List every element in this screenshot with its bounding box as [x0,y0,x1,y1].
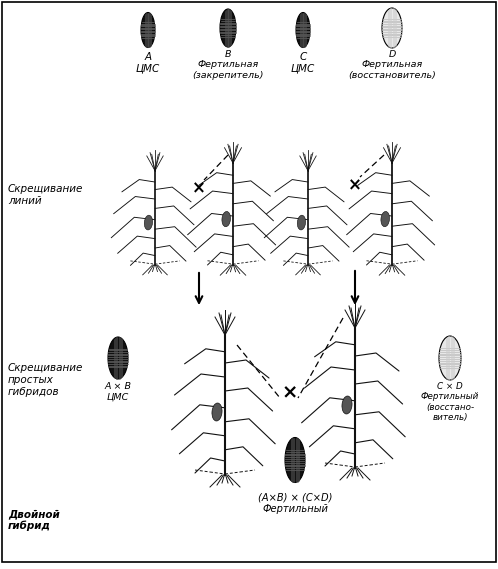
Ellipse shape [381,212,389,226]
Ellipse shape [222,212,231,226]
Ellipse shape [382,8,402,48]
Text: A × B
ЦМС: A × B ЦМС [105,382,131,401]
Text: (A×B) × (C×D)
Фертильный: (A×B) × (C×D) Фертильный [258,492,332,514]
Ellipse shape [212,403,222,421]
Ellipse shape [220,9,236,47]
Text: Скрещивание
линий: Скрещивание линий [8,184,83,206]
Ellipse shape [144,215,152,230]
Text: ×: × [282,384,298,402]
Ellipse shape [108,337,128,379]
Text: B
Фертильная
(закрепитель): B Фертильная (закрепитель) [192,50,264,80]
Ellipse shape [439,336,461,380]
Text: D
Фертильная
(восстановитель): D Фертильная (восстановитель) [348,50,436,80]
Ellipse shape [285,438,305,483]
Text: ×: × [348,176,362,194]
Text: A
ЦМС: A ЦМС [136,52,160,73]
Text: Скрещивание
простых
гибридов: Скрещивание простых гибридов [8,364,83,397]
Text: ×: × [192,179,206,197]
Ellipse shape [141,13,155,47]
Text: C
ЦМС: C ЦМС [291,52,315,73]
Text: Двойной
гибрид: Двойной гибрид [8,509,60,531]
Ellipse shape [297,215,306,230]
Ellipse shape [342,396,352,414]
Ellipse shape [296,13,310,47]
Text: C × D
Фертильный
(восстано-
витель): C × D Фертильный (восстано- витель) [421,382,479,422]
